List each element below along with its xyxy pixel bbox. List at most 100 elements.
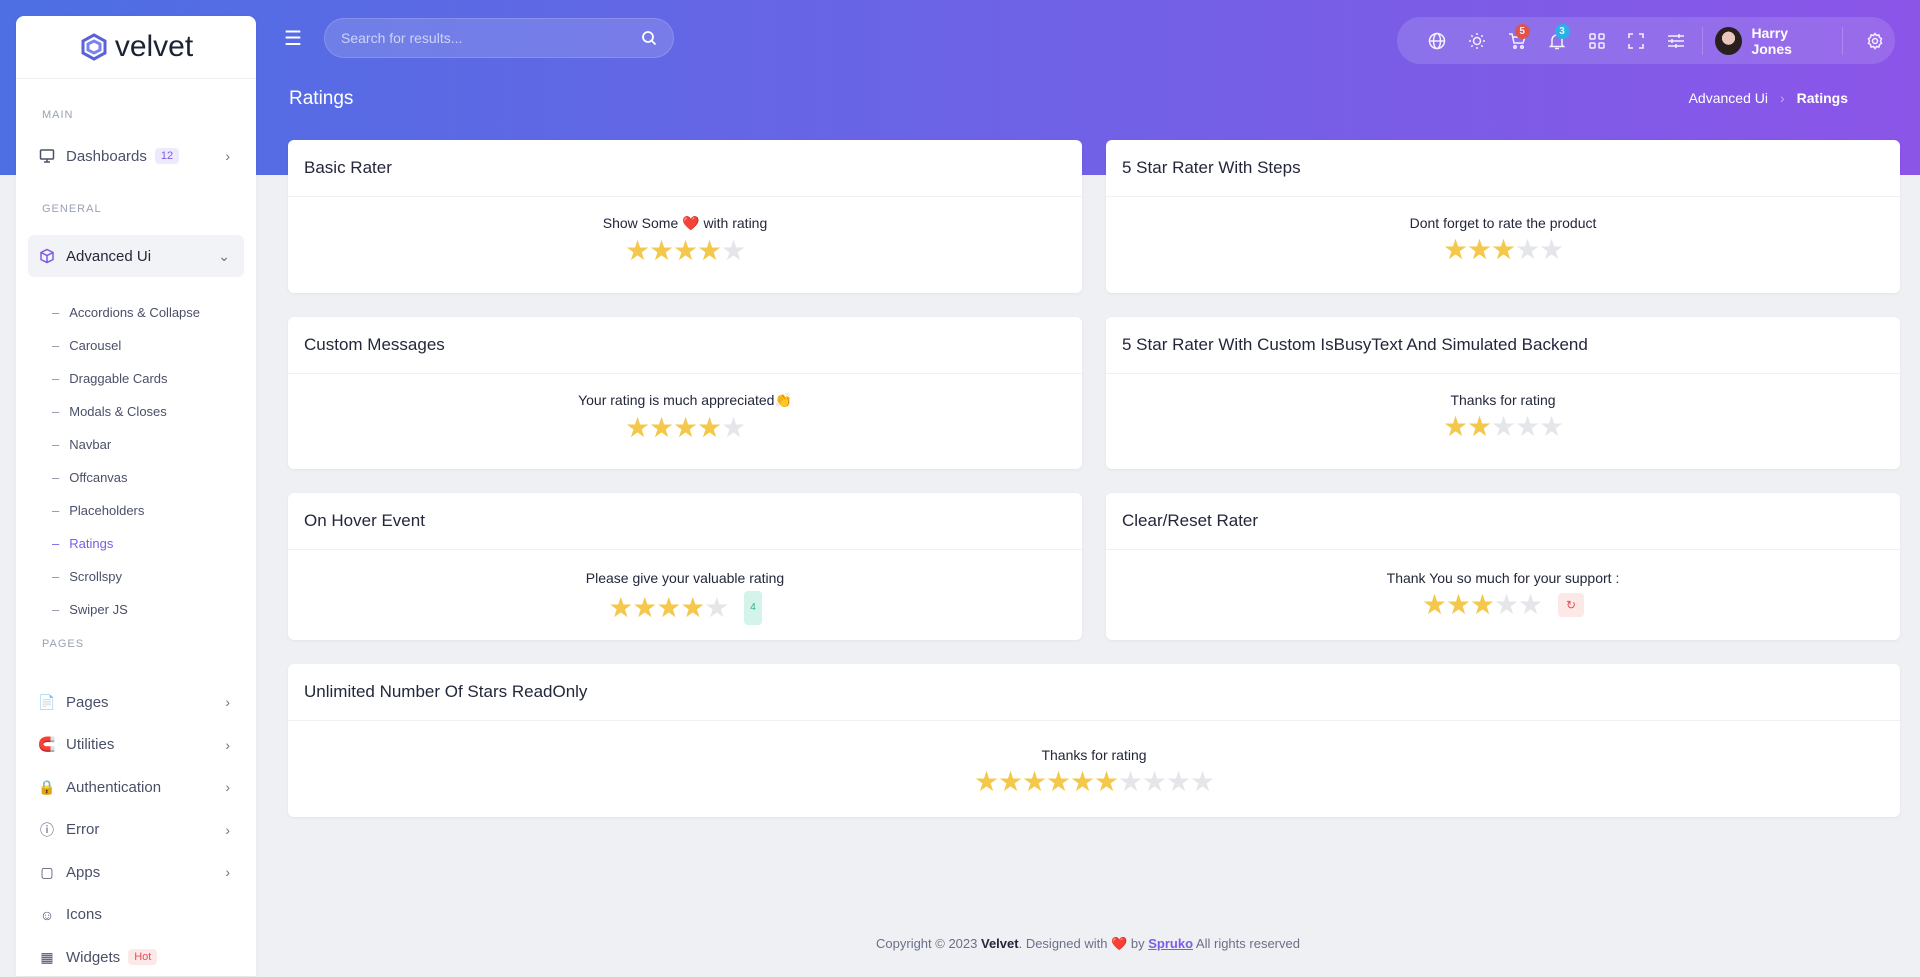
- fullscreen-icon[interactable]: [1616, 26, 1656, 56]
- rating-card: Custom Messages Your rating is much appr…: [288, 317, 1082, 469]
- box-icon: [38, 247, 56, 265]
- star-icon[interactable]: ★: [1166, 766, 1192, 797]
- submenu-item[interactable]: Navbar: [52, 437, 111, 452]
- star-icon[interactable]: ★: [697, 235, 723, 266]
- search-input[interactable]: [341, 30, 641, 46]
- star-icon[interactable]: ★: [1422, 589, 1448, 620]
- language-icon[interactable]: [1417, 26, 1457, 56]
- star-icon[interactable]: ★: [1494, 589, 1520, 620]
- notification-bell-icon[interactable]: 3: [1537, 23, 1577, 56]
- theme-sun-icon[interactable]: [1457, 26, 1497, 56]
- star-icon[interactable]: ★: [1470, 589, 1496, 620]
- star-icon[interactable]: ★: [1142, 766, 1168, 797]
- submenu-item[interactable]: Scrollspy: [52, 569, 122, 584]
- footer-brand: Velvet: [981, 936, 1019, 951]
- star-icon[interactable]: ★: [1190, 766, 1216, 797]
- star-icon[interactable]: ★: [721, 235, 747, 266]
- cart-icon[interactable]: 5: [1497, 23, 1537, 56]
- star-icon[interactable]: ★: [721, 412, 747, 443]
- user-name[interactable]: Harry Jones: [1751, 24, 1792, 57]
- sidebar-item-utilities[interactable]: 🧲 Utilities ›: [28, 725, 244, 765]
- star-rater[interactable]: ★ ★ ★ ★ ★: [625, 235, 747, 266]
- avatar[interactable]: [1715, 26, 1743, 55]
- sidebar-item-label: Advanced Ui: [66, 247, 152, 265]
- star-icon[interactable]: ★: [649, 412, 675, 443]
- star-icon[interactable]: ★: [625, 235, 651, 266]
- rating-card: 5 Star Rater With Custom IsBusyText And …: [1106, 317, 1900, 469]
- rating-card: 5 Star Rater With Steps Dont forget to r…: [1106, 140, 1900, 293]
- sidebar-item-apps[interactable]: ▢ Apps ›: [28, 852, 244, 892]
- submenu-item[interactable]: Modals & Closes: [52, 404, 167, 419]
- submenu-item[interactable]: Swiper JS: [52, 602, 128, 617]
- star-rater[interactable]: ★ ★ ★ ★ ★: [625, 412, 747, 443]
- apps-grid-icon[interactable]: [1577, 26, 1617, 56]
- star-icon[interactable]: ★: [625, 412, 651, 443]
- star-icon[interactable]: ★: [1467, 411, 1493, 442]
- menu-toggle-icon[interactable]: ☰: [284, 28, 302, 50]
- star-icon[interactable]: ★: [1046, 766, 1072, 797]
- star-icon[interactable]: ★: [974, 766, 1000, 797]
- sidebar-item-error[interactable]: ⓘ Error ›: [28, 810, 244, 850]
- cart-count-badge: 5: [1514, 23, 1530, 39]
- star-icon[interactable]: ★: [1443, 411, 1469, 442]
- star-icon[interactable]: ★: [673, 235, 699, 266]
- footer-author-link[interactable]: Spruko: [1148, 936, 1194, 951]
- star-icon[interactable]: ★: [680, 592, 706, 623]
- page-title: Ratings: [289, 88, 354, 109]
- star-rater[interactable]: ★ ★ ★ ★ ★: [1443, 411, 1565, 442]
- search-icon[interactable]: [641, 30, 657, 46]
- star-rater[interactable]: ★ ★ ★ ★ ★ ★ ★ ★ ★ ★: [974, 766, 1216, 797]
- sidebar-item-pages[interactable]: 📄 Pages ›: [28, 682, 244, 722]
- star-icon[interactable]: ★: [1515, 234, 1541, 265]
- sidebar: velvet MAIN Dashboards 12 › GENERAL Adva…: [16, 16, 256, 976]
- star-icon[interactable]: ★: [673, 412, 699, 443]
- star-icon[interactable]: ★: [1022, 766, 1048, 797]
- submenu-item[interactable]: Carousel: [52, 338, 121, 353]
- star-icon[interactable]: ★: [1094, 766, 1120, 797]
- gear-icon[interactable]: [1855, 26, 1895, 56]
- chevron-right-icon: ›: [225, 736, 230, 753]
- sidebar-item-dashboards[interactable]: Dashboards 12 ›: [28, 136, 244, 176]
- submenu-item[interactable]: Draggable Cards: [52, 371, 167, 386]
- star-icon[interactable]: ★: [1491, 234, 1517, 265]
- star-rater[interactable]: ★ ★ ★ ★ ★ 4: [608, 591, 762, 625]
- submenu-item[interactable]: Offcanvas: [52, 470, 127, 485]
- star-icon[interactable]: ★: [1539, 411, 1565, 442]
- star-rater[interactable]: ★ ★ ★ ★ ★ ↻: [1422, 591, 1584, 619]
- star-icon[interactable]: ★: [998, 766, 1024, 797]
- star-icon[interactable]: ★: [704, 592, 730, 623]
- star-icon[interactable]: ★: [649, 235, 675, 266]
- star-icon[interactable]: ★: [1443, 234, 1469, 265]
- submenu-item[interactable]: Accordions & Collapse: [52, 305, 200, 320]
- sidebar-item-widgets[interactable]: ▦ Widgets Hot: [28, 937, 244, 977]
- brand-logo[interactable]: velvet: [16, 16, 256, 79]
- star-icon[interactable]: ★: [1491, 411, 1517, 442]
- star-icon[interactable]: ★: [1446, 589, 1472, 620]
- star-icon[interactable]: ★: [697, 412, 723, 443]
- star-icon[interactable]: ★: [1118, 766, 1144, 797]
- star-icon[interactable]: ★: [1515, 411, 1541, 442]
- star-icon[interactable]: ★: [1467, 234, 1493, 265]
- footer-text: . Designed with ❤️ by: [1018, 936, 1149, 951]
- rating-caption: Thank You so much for your support :: [1386, 570, 1620, 586]
- star-icon[interactable]: ★: [632, 592, 658, 623]
- submenu-item[interactable]: Placeholders: [52, 503, 144, 518]
- star-rater[interactable]: ★ ★ ★ ★ ★: [1443, 234, 1565, 265]
- search-bar: [324, 18, 674, 58]
- star-icon[interactable]: ★: [608, 592, 634, 623]
- rating-card: Basic Rater Show Some ❤️ with rating ★ ★ ★…: [288, 140, 1082, 293]
- sidebar-item-advanced-ui[interactable]: Advanced Ui ⌄: [28, 235, 244, 277]
- reset-button[interactable]: ↻: [1558, 593, 1584, 617]
- star-icon[interactable]: ★: [656, 592, 682, 623]
- settings-sliders-icon[interactable]: [1656, 26, 1696, 56]
- star-icon[interactable]: ★: [1518, 589, 1544, 620]
- sidebar-item-icons[interactable]: ☺ Icons: [28, 895, 244, 935]
- footer-text: All rights reserved: [1193, 936, 1300, 951]
- star-icon[interactable]: ★: [1070, 766, 1096, 797]
- sidebar-item-authentication[interactable]: 🔒 Authentication ›: [28, 767, 244, 807]
- breadcrumb-link[interactable]: Advanced Ui: [1688, 90, 1768, 106]
- count-badge: 12: [154, 148, 180, 164]
- star-icon[interactable]: ★: [1539, 234, 1565, 265]
- widget-icon: ▦: [40, 948, 54, 965]
- submenu-item[interactable]: Ratings: [52, 536, 113, 551]
